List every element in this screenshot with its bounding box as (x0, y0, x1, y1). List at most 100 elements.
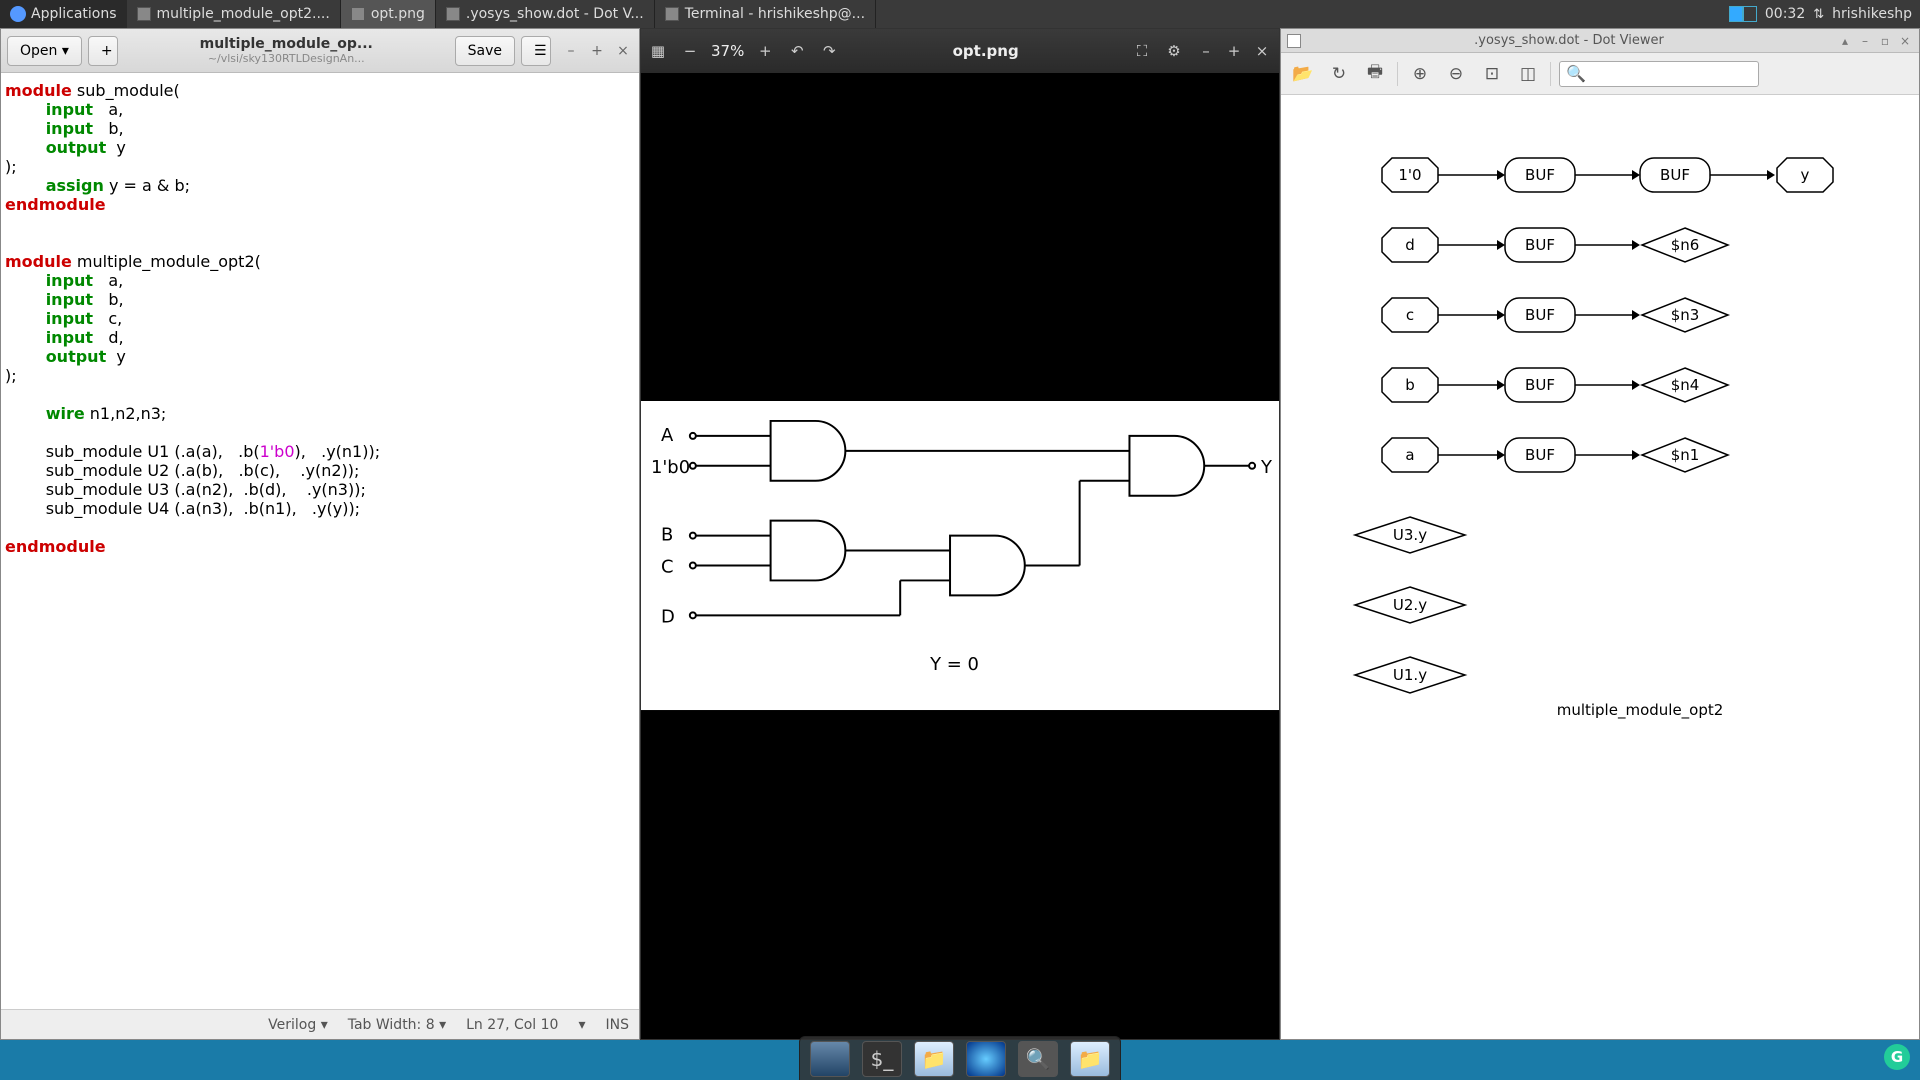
username[interactable]: hrishikeshp (1832, 6, 1912, 22)
task-label: .yosys_show.dot - Dot V... (466, 6, 644, 22)
open-button[interactable]: Open ▾ (7, 36, 82, 66)
svg-text:BUF: BUF (1525, 376, 1555, 394)
dock-browser-icon[interactable] (966, 1041, 1006, 1077)
maximize-button[interactable]: + (587, 41, 607, 61)
zoom-level: 37% (711, 42, 744, 60)
minimize-button[interactable]: – (561, 41, 581, 61)
reload-icon[interactable]: ↻ (1325, 60, 1353, 88)
svg-text:U1.y: U1.y (1393, 666, 1427, 684)
svg-text:$n3: $n3 (1671, 306, 1700, 324)
svg-text:d: d (1405, 236, 1415, 254)
status-dropdown[interactable]: ▾ (578, 1017, 585, 1033)
fullscreen-icon[interactable]: ⛶ (1131, 40, 1153, 62)
svg-text:B: B (661, 525, 673, 546)
clock[interactable]: 00:32 (1765, 6, 1805, 22)
svg-text:1'b0: 1'b0 (651, 457, 690, 478)
xfce-icon (10, 6, 26, 22)
gedit-window: Open ▾ + multiple_module_op... ~/vlsi/sk… (0, 28, 640, 1040)
task-editor[interactable]: multiple_module_opt2.... (127, 0, 341, 28)
status-language[interactable]: Verilog ▾ (268, 1017, 328, 1033)
close-button[interactable]: × (1251, 40, 1273, 62)
svg-text:Y: Y (1260, 457, 1272, 478)
task-terminal[interactable]: Terminal - hrishikeshp@... (655, 0, 876, 28)
code-editor[interactable]: module sub_module( input a, input b, out… (1, 73, 639, 1009)
task-optpng[interactable]: opt.png (341, 0, 436, 28)
gear-icon[interactable]: ⚙ (1163, 40, 1185, 62)
bottom-dock: $_ 📁 🔍 📁 (799, 1036, 1121, 1080)
svg-text:$n1: $n1 (1671, 446, 1700, 464)
top-taskbar: Applications multiple_module_opt2.... op… (0, 0, 1920, 28)
keyboard-indicator[interactable] (1729, 6, 1757, 22)
toolbar-separator (1550, 62, 1551, 86)
status-tabwidth[interactable]: Tab Width: 8 ▾ (348, 1017, 446, 1033)
editor-headerbar: Open ▾ + multiple_module_op... ~/vlsi/sk… (1, 29, 639, 73)
svg-text:BUF: BUF (1525, 306, 1555, 324)
dotview-graph[interactable]: 1'0BUFBUFydBUF$n6cBUF$n3bBUF$n4aBUF$n1U3… (1281, 95, 1919, 1039)
close-button[interactable]: × (613, 41, 633, 61)
editor-statusbar: Verilog ▾ Tab Width: 8 ▾ Ln 27, Col 10 ▾… (1, 1009, 639, 1039)
zoom-100-icon[interactable]: ◫ (1514, 60, 1542, 88)
tab-subtitle: ~/vlsi/sky130RTLDesignAn... (124, 52, 449, 65)
rotate-left-icon[interactable]: ↶ (786, 40, 808, 62)
task-dotviewer[interactable]: .yosys_show.dot - Dot V... (436, 0, 655, 28)
close-button[interactable]: × (1897, 33, 1913, 49)
svg-text:A: A (661, 425, 674, 446)
dock-search-icon[interactable]: 🔍 (1018, 1041, 1058, 1077)
zoom-out-icon[interactable]: ⊖ (1442, 60, 1470, 88)
zoom-in-icon[interactable]: + (754, 40, 776, 62)
grammarly-icon[interactable]: G (1884, 1044, 1910, 1070)
tab-title: multiple_module_op... (124, 36, 449, 52)
svg-text:BUF: BUF (1525, 446, 1555, 464)
status-cursor: Ln 27, Col 10 (466, 1017, 558, 1033)
network-icon[interactable]: ⇅ (1813, 7, 1824, 22)
minimize-button[interactable]: – (1857, 33, 1873, 49)
hamburger-button[interactable]: ☰ (521, 36, 551, 66)
search-input[interactable] (1586, 66, 1752, 81)
imgview-headerbar: ▦ − 37% + ↶ ↷ opt.png ⛶ ⚙ – + × (641, 29, 1279, 73)
task-icon (351, 7, 365, 21)
task-icon (446, 7, 460, 21)
svg-text:1'0: 1'0 (1398, 166, 1421, 184)
applications-label: Applications (31, 6, 117, 22)
maximize-button[interactable]: + (1223, 40, 1245, 62)
open-file-icon[interactable]: 📂 (1289, 60, 1317, 88)
gallery-icon[interactable]: ▦ (647, 40, 669, 62)
search-box[interactable]: 🔍 (1559, 61, 1759, 87)
imgview-title: opt.png (850, 42, 1121, 60)
yosys-graph: 1'0BUFBUFydBUF$n6cBUF$n3bBUF$n4aBUF$n1U3… (1340, 135, 1860, 755)
status-ins: INS (606, 1017, 630, 1033)
print-icon[interactable]: 🖶 (1361, 60, 1389, 88)
dock-folder-icon[interactable]: 📁 (1070, 1041, 1110, 1077)
minimize-button[interactable]: – (1195, 40, 1217, 62)
zoom-out-icon[interactable]: − (679, 40, 701, 62)
dock-desktop-icon[interactable] (810, 1041, 850, 1077)
svg-text:C: C (661, 557, 674, 578)
maximize-button[interactable]: ▫ (1877, 33, 1893, 49)
window-icon (1287, 34, 1301, 48)
svg-text:y: y (1801, 166, 1810, 184)
svg-text:U3.y: U3.y (1393, 526, 1427, 544)
dock-terminal-icon[interactable]: $_ (862, 1041, 902, 1077)
shade-button[interactable]: ▴ (1837, 33, 1853, 49)
zoom-in-icon[interactable]: ⊕ (1406, 60, 1434, 88)
svg-text:$n6: $n6 (1671, 236, 1700, 254)
svg-text:multiple_module_opt2: multiple_module_opt2 (1557, 701, 1724, 720)
svg-text:D: D (661, 607, 675, 628)
dock-filemanager-icon[interactable]: 📁 (914, 1041, 954, 1077)
circuit-diagram: A1'b0BCDYY = 0 (641, 401, 1279, 710)
rotate-right-icon[interactable]: ↷ (818, 40, 840, 62)
image-viewer-window: ▦ − 37% + ↶ ↷ opt.png ⛶ ⚙ – + × A 1'b0 BC D… (640, 28, 1280, 1040)
system-tray: 00:32 ⇅ hrishikeshp (1721, 6, 1920, 22)
new-tab-button[interactable]: + (88, 36, 118, 66)
task-label: multiple_module_opt2.... (157, 6, 330, 22)
applications-menu[interactable]: Applications (0, 0, 127, 28)
zoom-fit-icon[interactable]: ⊡ (1478, 60, 1506, 88)
task-icon (665, 7, 679, 21)
svg-text:BUF: BUF (1525, 236, 1555, 254)
save-button[interactable]: Save (455, 36, 515, 66)
dotview-title: .yosys_show.dot - Dot Viewer (1307, 33, 1831, 48)
svg-text:BUF: BUF (1525, 166, 1555, 184)
editor-title: multiple_module_op... ~/vlsi/sky130RTLDe… (124, 36, 449, 65)
dotview-winctl: ▴ – ▫ × (1837, 33, 1913, 49)
workarea: Open ▾ + multiple_module_op... ~/vlsi/sk… (0, 28, 1920, 1040)
